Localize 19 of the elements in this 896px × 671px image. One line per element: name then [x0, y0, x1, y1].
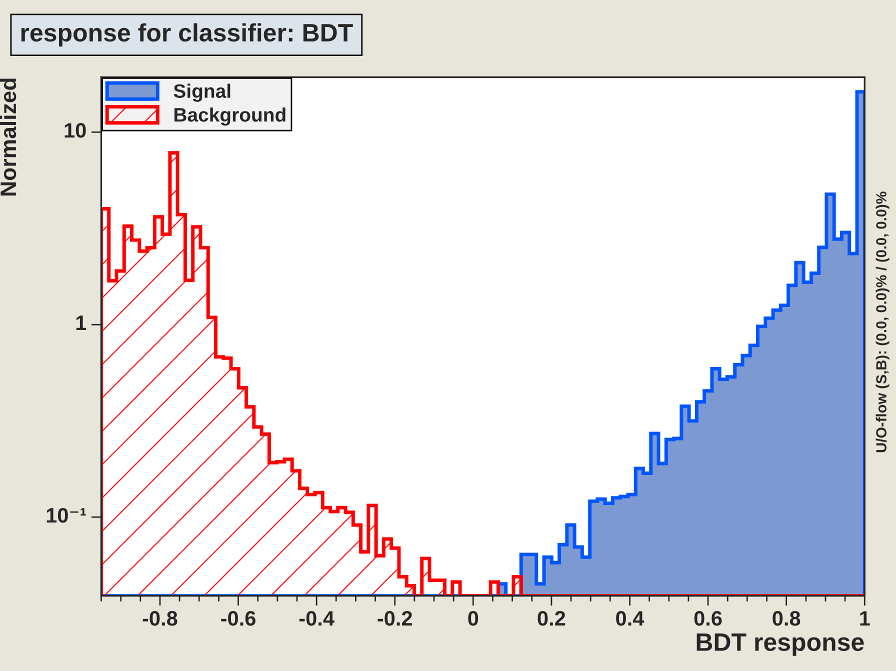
legend-label: Signal — [174, 84, 230, 102]
y-tick-label: 10 — [64, 122, 86, 138]
x-tick-label: 0.4 — [616, 610, 644, 626]
x-tick-label: -0.4 — [299, 610, 334, 626]
x-tick-label: -0.2 — [378, 610, 412, 626]
legend-label: Background — [174, 107, 286, 126]
x-tick-label: 1 — [860, 611, 870, 626]
x-axis-title: BDT response — [696, 634, 864, 656]
y-tick-label: 1 — [76, 316, 86, 330]
x-tick-label: 0.8 — [772, 610, 800, 626]
x-tick-label: -0.8 — [142, 610, 178, 626]
x-tick-label: 0.6 — [694, 610, 722, 626]
y-axis-title: Normalized — [0, 78, 16, 196]
y-tick-label: 10⁻¹ — [46, 508, 86, 523]
x-tick-label: -0.6 — [221, 610, 256, 626]
chart-title: response for classifier: BDT — [21, 23, 353, 47]
x-tick-label: 0 — [468, 610, 478, 626]
x-tick-label: 0.2 — [538, 610, 566, 626]
text: U/O-flow (S,B): (0.0, 0.0)% / (0.0, 0.0)% — [876, 192, 890, 452]
